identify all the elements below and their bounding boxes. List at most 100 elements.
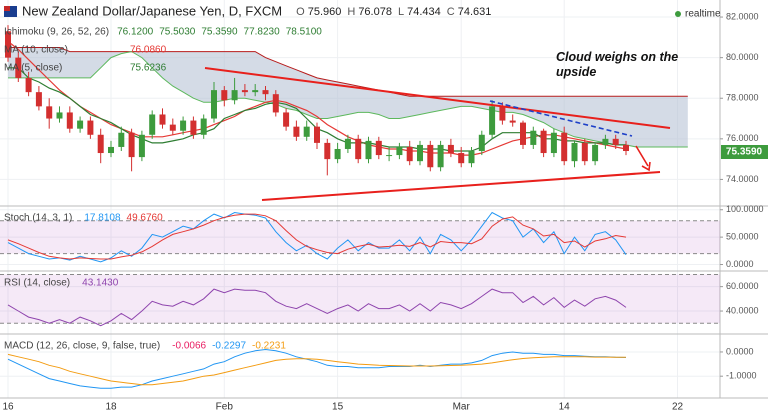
y-tick-label: 82.0000 bbox=[726, 11, 759, 21]
candle-body bbox=[221, 90, 228, 101]
indicator-line bbox=[7, 213, 627, 260]
ohlc-key: O bbox=[296, 6, 305, 18]
candle-body bbox=[355, 138, 362, 160]
candle-body bbox=[303, 126, 310, 137]
candle-body bbox=[489, 106, 496, 135]
legend-label: MA (5, close) bbox=[4, 63, 62, 74]
legend-label: MA (10, close) bbox=[4, 45, 68, 56]
ohlc-key: C bbox=[447, 6, 455, 18]
trendline bbox=[204, 67, 671, 129]
candle-body bbox=[149, 114, 156, 135]
chart-title: New Zealand Dollar/Japanese Yen, D, FXCM bbox=[22, 3, 282, 18]
y-tick-label: -1.0000 bbox=[726, 371, 757, 381]
candle-body bbox=[159, 114, 166, 125]
legend-value: 75.3590 bbox=[201, 27, 238, 38]
legend-label: RSI (14, close) bbox=[4, 278, 70, 289]
candle-body bbox=[468, 151, 475, 164]
annotation: Cloud weighs on the upside bbox=[556, 50, 679, 79]
y-tick-label: 76.0000 bbox=[726, 133, 759, 143]
candle-body bbox=[272, 94, 279, 113]
candle-body bbox=[293, 126, 300, 137]
ohlc-value: 74.434 bbox=[407, 6, 441, 18]
y-tick-label: 100.0000 bbox=[726, 204, 764, 214]
y-tick-label: 40.0000 bbox=[726, 305, 759, 315]
arrow-head bbox=[641, 161, 651, 172]
candle-body bbox=[520, 122, 526, 145]
legend-label: Ichimoku (9, 26, 52, 26) bbox=[4, 27, 109, 38]
indicator-line bbox=[7, 353, 626, 386]
legend-value: 76.1200 bbox=[117, 27, 154, 38]
candle-body bbox=[35, 92, 42, 107]
candle-body bbox=[108, 146, 114, 154]
ohlc-key: H bbox=[347, 6, 355, 18]
ohlc-value: 74.631 bbox=[458, 6, 492, 18]
legend-label: MACD (12, 26, close, 9, false, true) bbox=[4, 341, 160, 352]
legend-value: 43.1430 bbox=[82, 278, 119, 289]
flag-icon bbox=[4, 6, 17, 17]
candle-body bbox=[180, 120, 187, 131]
arrow bbox=[635, 145, 649, 167]
y-tick-label: 74.0000 bbox=[726, 174, 759, 184]
candle-body bbox=[252, 90, 259, 93]
x-tick-label: 14 bbox=[559, 402, 571, 413]
candle-body bbox=[334, 148, 341, 160]
x-tick-label: 18 bbox=[105, 402, 117, 413]
candle-body bbox=[478, 134, 485, 152]
candle-body bbox=[612, 138, 619, 145]
trendline bbox=[261, 171, 661, 201]
candle-body bbox=[592, 144, 599, 162]
candle-body bbox=[365, 140, 372, 160]
legend-value: 49.6760 bbox=[127, 213, 164, 224]
candle-body bbox=[550, 132, 557, 154]
candle-body bbox=[581, 142, 588, 162]
candle-body bbox=[231, 90, 238, 101]
x-tick-label: Feb bbox=[216, 402, 234, 413]
candle-body bbox=[241, 90, 248, 93]
indicator-line bbox=[7, 348, 627, 389]
price-box-label: 75.3590 bbox=[726, 147, 763, 158]
candle-body bbox=[499, 106, 506, 121]
legend-value: -0.2297 bbox=[212, 341, 246, 352]
candle-body bbox=[396, 146, 403, 156]
legend-label: Stoch (14, 3, 1) bbox=[4, 213, 72, 224]
candle-body bbox=[386, 155, 393, 157]
candle-body bbox=[190, 120, 197, 135]
x-tick-label: Mar bbox=[453, 402, 471, 413]
candle-body bbox=[375, 140, 382, 156]
candle-body bbox=[66, 112, 73, 129]
candle-body bbox=[56, 112, 63, 119]
ichimoku-cloud bbox=[8, 47, 688, 147]
legend-value: 77.8230 bbox=[244, 27, 281, 38]
candle-body bbox=[437, 144, 444, 168]
indicator-line bbox=[7, 211, 627, 263]
candle-body bbox=[128, 132, 135, 158]
legend-value: 75.6236 bbox=[130, 63, 167, 74]
ohlc-value: 76.078 bbox=[358, 6, 392, 18]
trendline-dashed bbox=[489, 100, 633, 137]
flag-icon-part bbox=[4, 6, 10, 11]
legend-value: 17.8108 bbox=[84, 213, 121, 224]
candle-body bbox=[77, 120, 84, 129]
y-tick-label: 0.0000 bbox=[726, 346, 754, 356]
candle-body bbox=[169, 124, 176, 131]
cloud-span bbox=[8, 51, 688, 148]
band bbox=[0, 220, 720, 254]
candle-body bbox=[211, 90, 217, 119]
y-tick-label: 78.0000 bbox=[726, 93, 759, 103]
candle-body bbox=[427, 144, 434, 168]
candle-body bbox=[447, 144, 454, 154]
candle-body bbox=[97, 134, 104, 154]
candle-body bbox=[571, 142, 578, 162]
status-dot bbox=[675, 11, 681, 17]
candle-body bbox=[561, 132, 568, 162]
candle-body bbox=[406, 146, 413, 162]
legend-value: 78.5100 bbox=[286, 27, 323, 38]
indicator-line bbox=[7, 288, 627, 327]
candle-body bbox=[540, 130, 547, 154]
ohlc-key: L bbox=[398, 6, 404, 18]
candle-body bbox=[344, 138, 351, 149]
candle-body bbox=[509, 120, 516, 123]
